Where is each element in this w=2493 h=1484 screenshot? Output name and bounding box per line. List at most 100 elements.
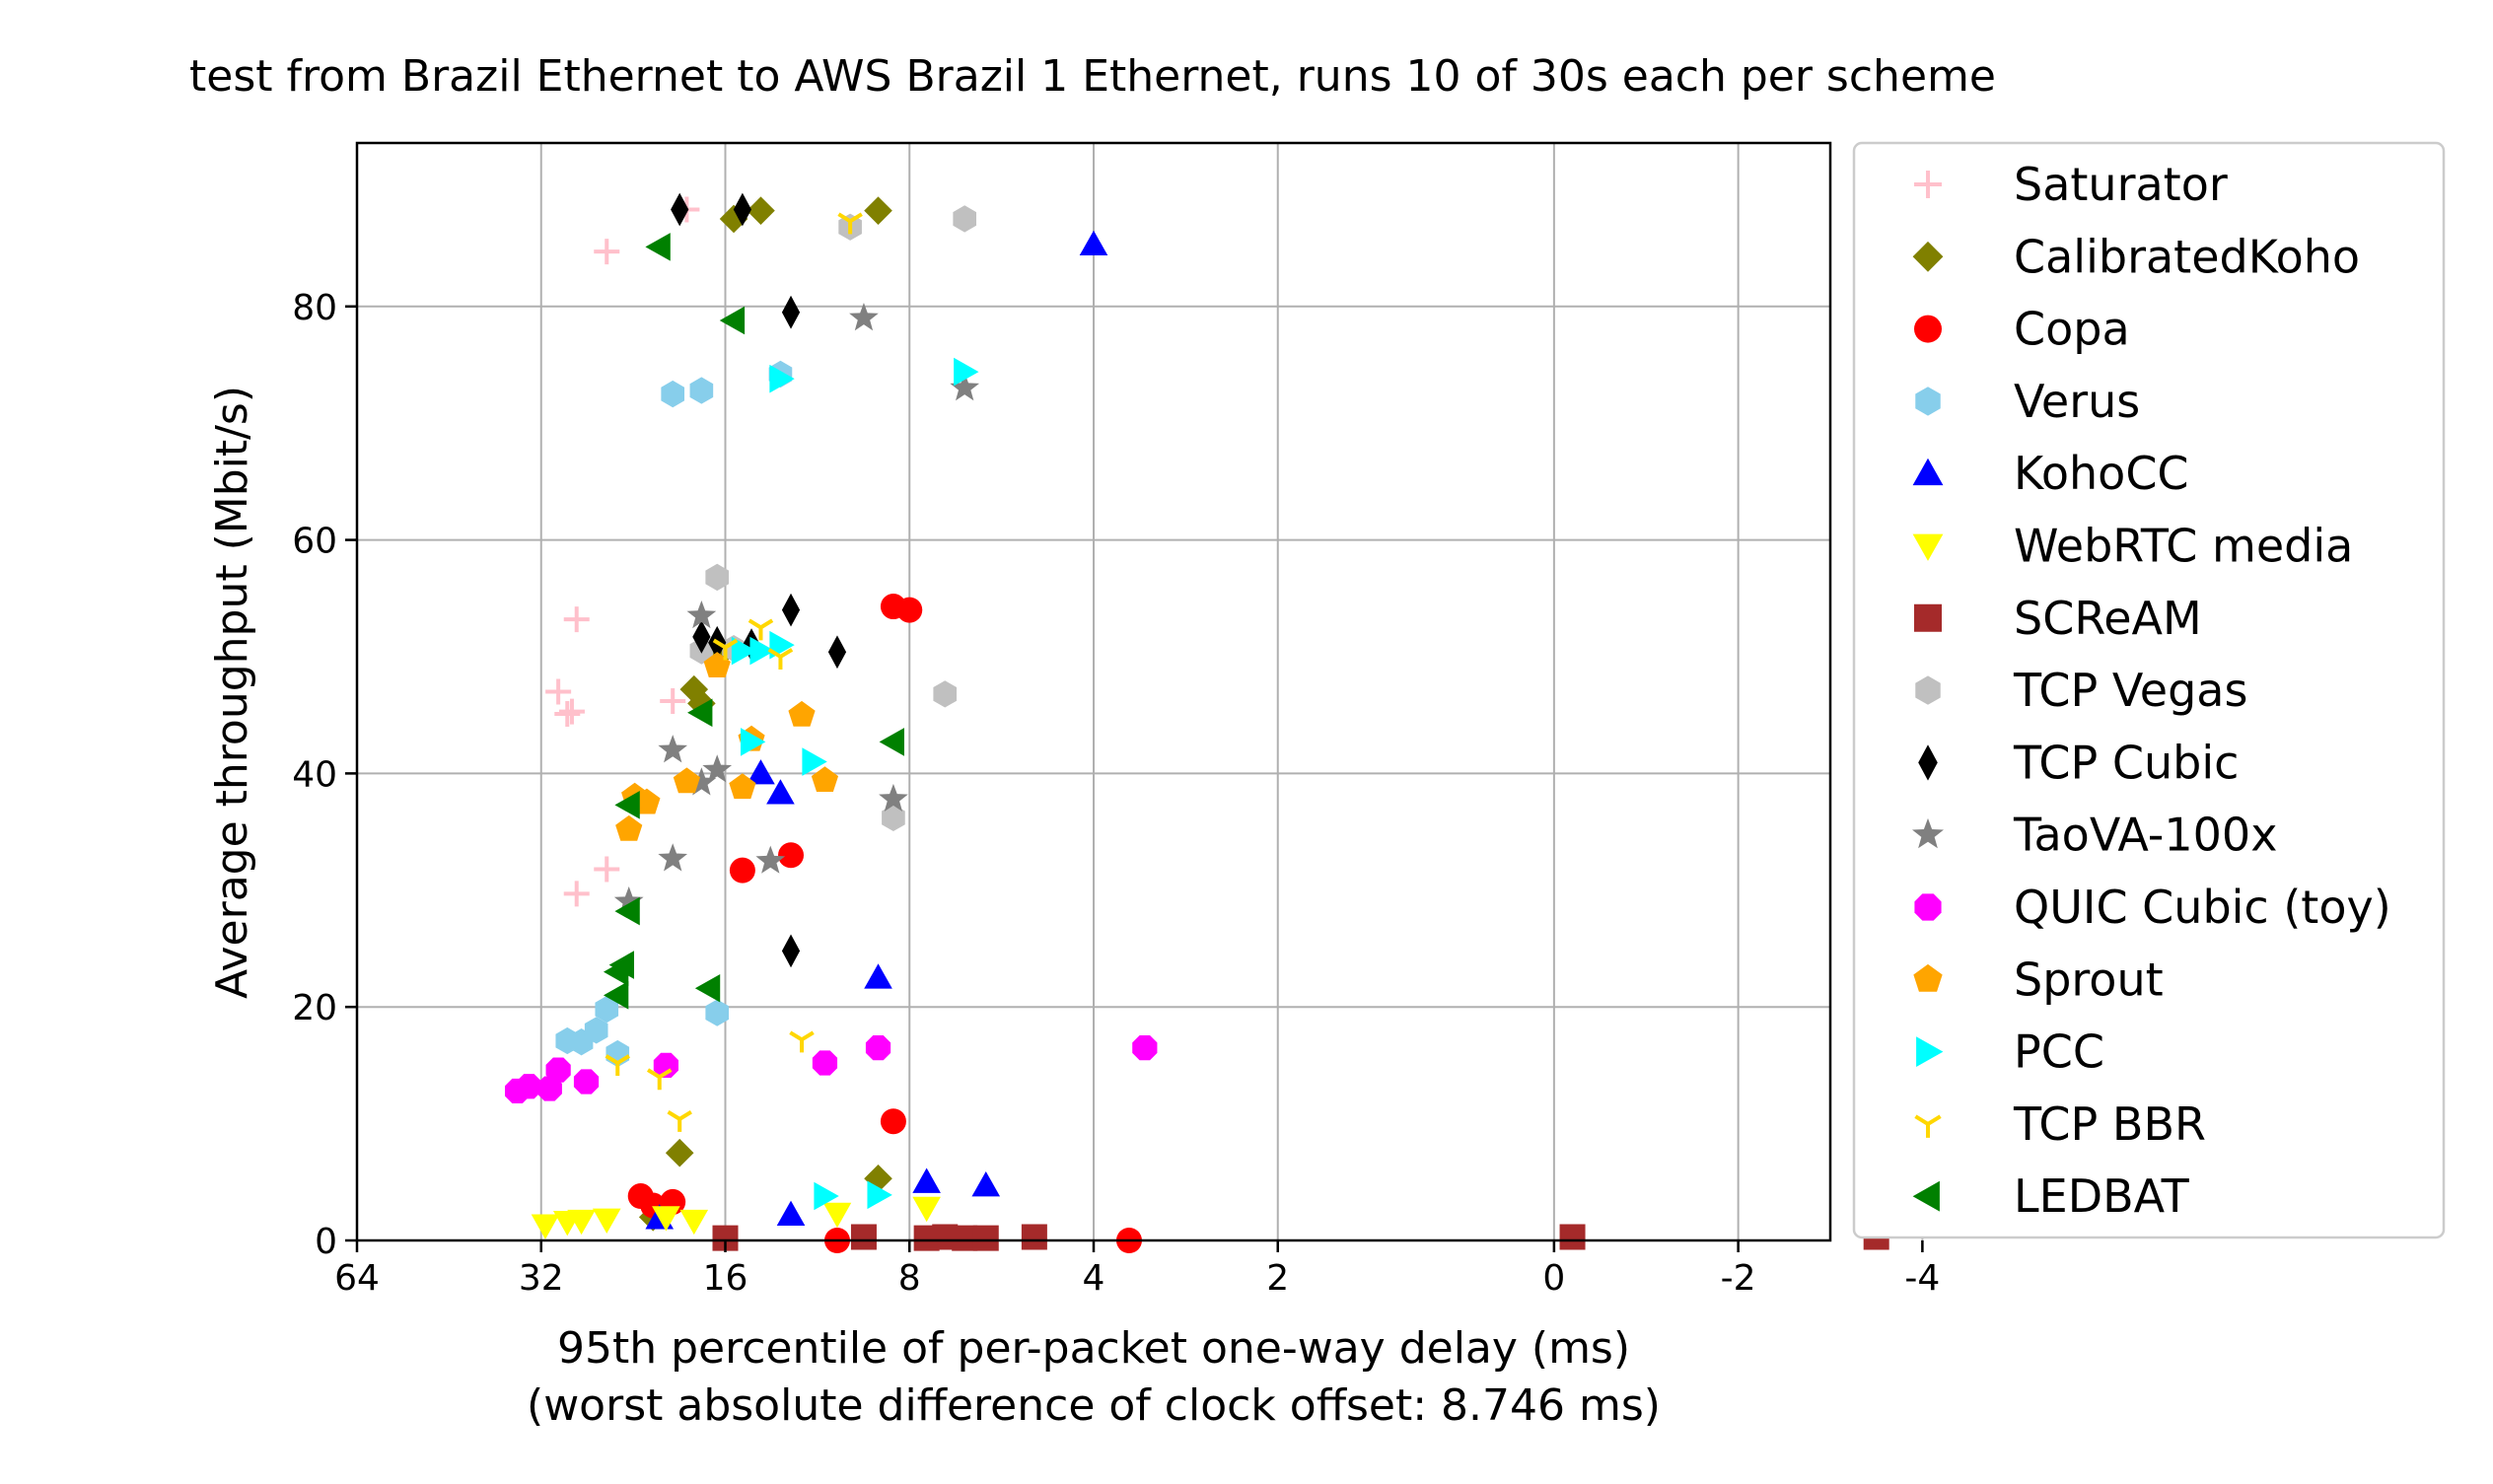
data-point [615, 814, 643, 841]
y-tick-label: 40 [292, 754, 337, 795]
data-point [822, 1202, 852, 1229]
data-point [867, 1180, 892, 1210]
data-point [573, 1069, 600, 1095]
legend-label: Sprout [2014, 953, 2164, 1006]
data-point [950, 373, 980, 401]
legend-item: Saturator [1914, 158, 2228, 211]
legend-marker [1915, 675, 1941, 705]
x-tick-label: 8 [898, 1258, 921, 1299]
data-point [673, 767, 700, 794]
data-point [932, 1224, 959, 1250]
data-point [531, 1214, 560, 1239]
data-point [594, 856, 620, 883]
legend-label: Copa [2014, 303, 2130, 356]
y-tick-label: 0 [315, 1222, 337, 1262]
x-tick-label: 32 [519, 1258, 564, 1299]
data-point [689, 377, 714, 404]
data-point [658, 735, 688, 763]
data-point [781, 593, 801, 627]
legend-label: Verus [2014, 375, 2140, 428]
data-point [1559, 1224, 1586, 1250]
data-point [702, 754, 733, 783]
y-tick-label: 60 [292, 522, 337, 562]
data-point [769, 364, 795, 393]
x-axis-label-line1: 95th percentile of per-packet one-way de… [557, 1323, 1630, 1374]
data-point [614, 896, 640, 926]
data-point [864, 1164, 892, 1193]
legend-label: KohoCC [2014, 447, 2189, 500]
data-point [812, 1050, 838, 1076]
legend-item: Copa [1914, 303, 2130, 356]
data-point [729, 857, 755, 883]
data-point [595, 995, 619, 1024]
data-point [933, 680, 958, 708]
data-point [661, 380, 685, 408]
legend-item: TCP Cubic [1918, 736, 2239, 789]
data-point [788, 700, 816, 727]
x-tick-label: 64 [334, 1258, 380, 1299]
data-point [686, 600, 717, 629]
data-point [679, 1209, 709, 1236]
legend-marker [1918, 744, 1938, 781]
data-point [686, 767, 717, 796]
data-point [814, 1181, 839, 1211]
legend-label: Saturator [2014, 158, 2228, 211]
data-point [972, 1225, 999, 1251]
data-point [767, 648, 794, 670]
data-point [603, 981, 629, 1010]
data-point [658, 843, 688, 872]
data-point [712, 1225, 739, 1251]
legend-item: KohoCC [1912, 447, 2189, 500]
legend-marker [1916, 1036, 1944, 1067]
legend-marker [1914, 893, 1942, 921]
data-point [766, 779, 795, 805]
data-point [1021, 1224, 1047, 1250]
data-point [850, 1224, 877, 1250]
data-point [719, 306, 746, 335]
data-points [505, 192, 1889, 1253]
data-point [811, 766, 839, 793]
data-point [729, 773, 756, 800]
data-point [545, 1057, 571, 1083]
legend-item: Sprout [1913, 953, 2164, 1006]
data-point [1132, 1035, 1158, 1061]
data-point [733, 192, 751, 227]
data-point [660, 687, 686, 714]
x-axis-label-line2: (worst absolute difference of clock offs… [527, 1380, 1661, 1431]
y-tick-label: 20 [292, 988, 337, 1028]
legend-item: LEDBAT [1912, 1169, 2190, 1223]
data-point [584, 1017, 608, 1044]
data-point [755, 845, 786, 874]
data-point [748, 618, 774, 641]
data-point [645, 233, 671, 261]
series-webrtc-media [531, 1196, 941, 1239]
data-point [776, 1200, 806, 1226]
data-point [781, 934, 801, 968]
data-point [558, 698, 585, 725]
legend-item: WebRTC media [1912, 520, 2353, 573]
data-point [802, 747, 827, 776]
data-point [712, 638, 739, 661]
data-point [749, 636, 775, 666]
data-point [789, 1030, 815, 1053]
data-point [731, 636, 757, 666]
data-point [667, 1110, 692, 1132]
legend-item: TCP Vegas [1915, 664, 2247, 717]
data-point [603, 957, 629, 986]
data-point [880, 1108, 906, 1135]
legend-marker [1912, 1180, 1940, 1212]
data-point [567, 1209, 596, 1236]
data-point [694, 973, 721, 1003]
series-sprout [615, 652, 839, 841]
legend-marker [1914, 1114, 1942, 1138]
series-tcp-bbr [605, 212, 863, 1132]
legend-frame [1852, 141, 2446, 1239]
legend-label: SCReAM [2014, 592, 2202, 645]
data-point [652, 1206, 680, 1232]
legend-label: TaoVA-100x [2013, 809, 2277, 862]
data-point [879, 783, 908, 813]
data-point [849, 303, 879, 331]
data-point [827, 635, 847, 670]
x-axis-ticks: 64 32 16 8 4 2 0 -2 -4 [334, 1240, 1940, 1299]
